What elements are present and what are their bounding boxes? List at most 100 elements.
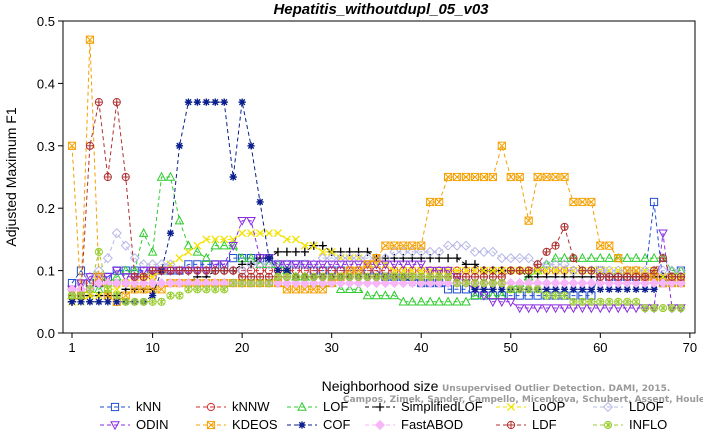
data-point-ldof [568, 265, 579, 276]
data-point-odin [138, 266, 149, 276]
data-point-fastabod [604, 277, 615, 289]
legend-entry-fastabod: FastABOD [365, 417, 463, 432]
data-point-inflo [220, 285, 229, 294]
data-point-ldof [111, 228, 122, 239]
data-point-kdeos [578, 197, 587, 207]
series-line-inflo [72, 251, 681, 309]
data-point-ldof [505, 253, 516, 264]
data-point-ldf [112, 98, 121, 107]
data-point-lof [470, 290, 480, 300]
data-point-lof [156, 171, 167, 181]
data-point-fastabod [326, 277, 337, 289]
data-point-fastabod [639, 277, 651, 289]
data-point-lof [604, 252, 615, 262]
data-point-odin [219, 260, 230, 270]
data-point-ldf [542, 247, 551, 256]
data-point-kdeos [551, 172, 560, 182]
data-point-lof [577, 252, 588, 262]
data-point-odin [228, 241, 239, 251]
data-point-fastabod [434, 277, 445, 289]
data-point-kdeos [614, 254, 623, 263]
data-point-inflo [632, 297, 641, 306]
data-point-inflo [417, 272, 426, 281]
data-point-ldof [120, 240, 131, 251]
x-tick-label: 40 [414, 340, 428, 355]
data-point-loop [255, 229, 265, 238]
data-point-fastabod [389, 277, 400, 289]
data-point-fastabod [111, 277, 122, 289]
data-point-odin [120, 273, 131, 283]
data-point-loop [560, 266, 569, 275]
data-point-lof [201, 252, 212, 262]
data-point-inflo [569, 297, 578, 306]
data-point-ldf [175, 266, 184, 275]
data-point-kdeos [381, 241, 390, 250]
data-point-lof [371, 290, 382, 300]
data-point-inflo [623, 297, 632, 306]
data-point-ldof [371, 253, 382, 264]
data-point-odin [246, 216, 256, 226]
data-point-kdeos [587, 197, 596, 207]
data-point-ldf [658, 254, 668, 263]
data-point-cof [650, 285, 658, 293]
data-point-inflo [676, 303, 686, 313]
data-point-inflo [67, 291, 77, 300]
data-point-cof [551, 285, 560, 293]
data-point-odin [604, 304, 615, 314]
data-point-fastabod [541, 277, 552, 289]
legend: kNN kNNW LOF SimplifiedLOF LoOP LDOF ODIN KDEOS… [100, 399, 667, 432]
data-point-inflo [497, 278, 506, 288]
data-point-ldof [389, 246, 400, 257]
data-point-kdeos [623, 266, 632, 275]
legend-label-knnw: kNNW [232, 399, 270, 414]
data-point-cof [104, 298, 112, 306]
data-point-cof [220, 98, 228, 106]
data-point-odin [353, 260, 364, 270]
data-point-odin [568, 304, 579, 314]
data-point-inflo [381, 272, 390, 281]
plot-frame [62, 20, 696, 334]
data-point-odin [335, 260, 346, 270]
data-point-cof [256, 198, 264, 206]
data-point-ldf [614, 272, 623, 281]
data-point-inflo [157, 297, 166, 306]
legend-entry-loop: LoOP [496, 399, 565, 414]
data-point-loop [497, 266, 506, 275]
data-point-odin [255, 254, 265, 264]
legend-entry-cof: COF [287, 417, 351, 432]
data-point-fastabod [344, 277, 355, 289]
data-point-odin [488, 298, 498, 308]
legend-entry-ldof: LDOF [593, 399, 664, 414]
data-point-ldf [94, 98, 103, 107]
data-point-ldof [451, 240, 463, 251]
data-point-loop [220, 235, 229, 244]
data-point-ldof [469, 246, 481, 257]
y-tick-label: 0.2 [37, 201, 55, 216]
data-point-simplifiedlof [336, 247, 345, 257]
data-point-odin [595, 304, 606, 314]
data-point-fastabod [666, 277, 678, 289]
data-point-ldf [85, 141, 95, 150]
data-point-loop [408, 266, 417, 275]
data-point-cof [265, 254, 273, 262]
data-point-odin [434, 266, 444, 276]
data-point-inflo [452, 278, 462, 288]
legend-entry-knnw: kNNW [196, 399, 270, 414]
data-point-fastabod [272, 277, 284, 289]
data-point-cof [247, 142, 255, 150]
data-point-kdeos [452, 172, 462, 182]
data-point-fastabod [138, 277, 149, 289]
data-point-fastabod [416, 277, 427, 289]
legend-marker-lof [297, 401, 307, 411]
y-axis-title: Adjusted Maximum F1 [3, 107, 19, 246]
legend-label-simplifiedlof: SimplifiedLOF [401, 399, 483, 414]
data-point-inflo [587, 297, 596, 306]
data-point-inflo [255, 278, 265, 288]
data-point-inflo [238, 278, 247, 288]
data-point-loop [470, 266, 480, 275]
data-point-ldof [442, 240, 454, 251]
data-point-odin [586, 304, 597, 314]
data-point-fastabod [174, 277, 185, 289]
data-point-fastabod [550, 277, 561, 289]
legend-marker-knnw [206, 402, 216, 412]
